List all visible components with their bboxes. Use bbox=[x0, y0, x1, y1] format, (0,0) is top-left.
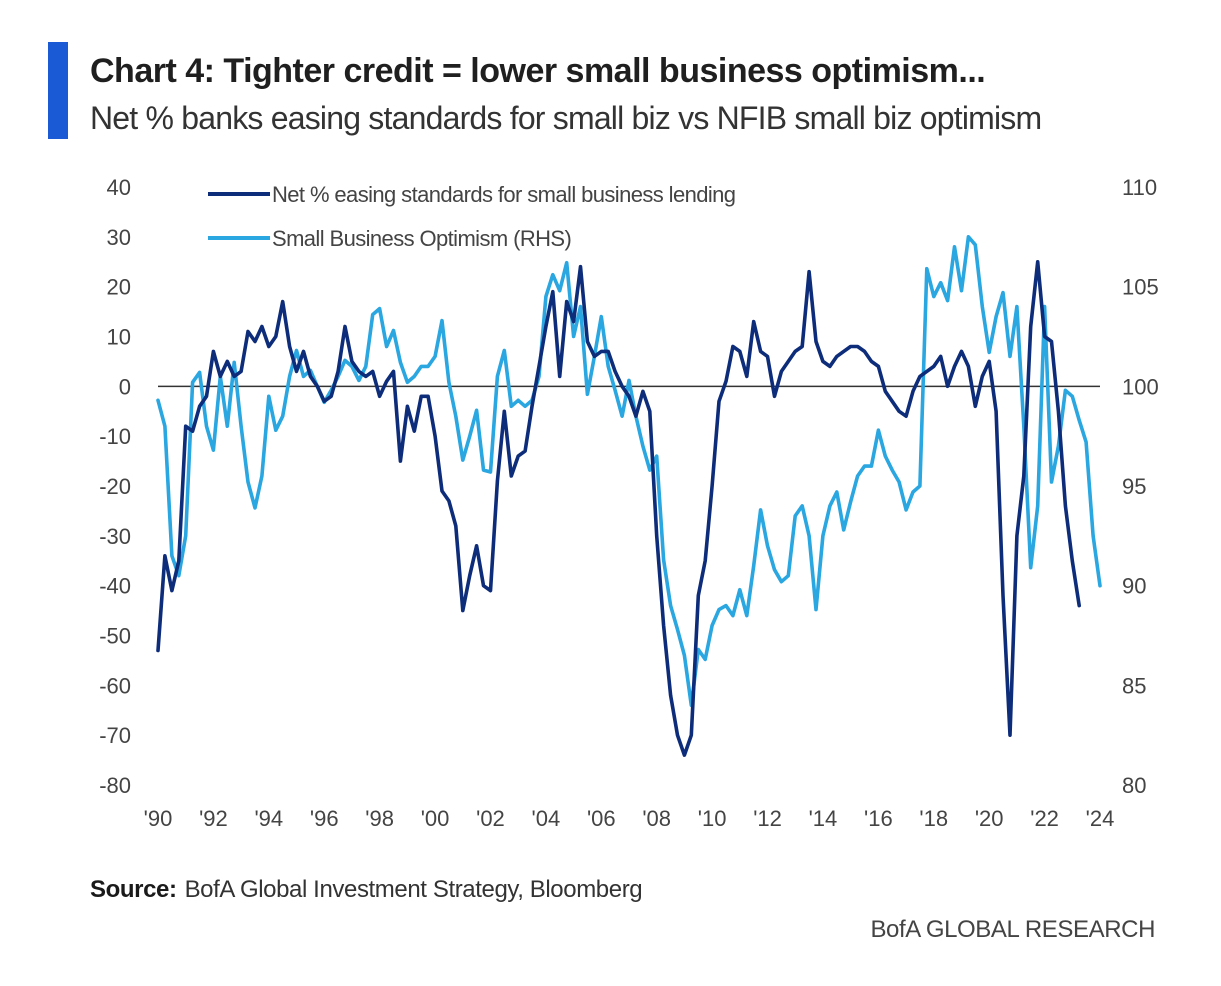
left-tick-label: -60 bbox=[99, 673, 131, 698]
x-tick-label: '10 bbox=[698, 806, 727, 831]
x-tick-label: '12 bbox=[753, 806, 782, 831]
left-tick-label: 30 bbox=[107, 225, 131, 250]
series-group bbox=[156, 235, 1102, 757]
right-axis: 110 105 100 95 90 85 80 bbox=[1122, 175, 1159, 798]
x-tick-label: '16 bbox=[864, 806, 893, 831]
right-tick-label: 80 bbox=[1122, 773, 1146, 798]
right-tick-label: 85 bbox=[1122, 673, 1146, 698]
title-accent-bar bbox=[48, 42, 68, 139]
left-tick-label: -10 bbox=[99, 424, 131, 449]
source-label: Source: bbox=[90, 876, 177, 903]
right-tick-label: 100 bbox=[1122, 374, 1159, 399]
series-line-easing-standards bbox=[156, 260, 1081, 757]
legend-label: Small Business Optimism (RHS) bbox=[272, 226, 571, 251]
x-tick-label: '24 bbox=[1086, 806, 1115, 831]
x-tick-label: '92 bbox=[199, 806, 228, 831]
legend-label: Net % easing standards for small busines… bbox=[272, 182, 735, 207]
left-tick-label: -50 bbox=[99, 624, 131, 649]
left-tick-label: -30 bbox=[99, 524, 131, 549]
x-tick-label: '98 bbox=[365, 806, 394, 831]
x-tick-label: '08 bbox=[642, 806, 671, 831]
x-tick-label: '20 bbox=[975, 806, 1004, 831]
x-tick-label: '22 bbox=[1030, 806, 1059, 831]
chart-title: Chart 4: Tighter credit = lower small bu… bbox=[90, 52, 986, 90]
source-text: BofA Global Investment Strategy, Bloombe… bbox=[184, 876, 643, 903]
chart-subtitle: Net % banks easing standards for small b… bbox=[90, 100, 1042, 136]
right-tick-label: 105 bbox=[1122, 275, 1159, 300]
x-tick-label: '02 bbox=[476, 806, 505, 831]
x-tick-label: '18 bbox=[919, 806, 948, 831]
left-tick-label: 40 bbox=[107, 175, 131, 200]
x-tick-label: '90 bbox=[144, 806, 173, 831]
x-tick-label: '94 bbox=[254, 806, 283, 831]
source-note: Source: BofA Global Investment Strategy, … bbox=[90, 876, 643, 904]
x-tick-label: '14 bbox=[809, 806, 838, 831]
left-tick-label: -70 bbox=[99, 723, 131, 748]
left-tick-label: -20 bbox=[99, 474, 131, 499]
left-tick-label: 0 bbox=[119, 374, 131, 399]
right-tick-label: 90 bbox=[1122, 574, 1146, 599]
left-tick-label: -80 bbox=[99, 773, 131, 798]
x-tick-label: '00 bbox=[421, 806, 450, 831]
legend: Net % easing standards for small busines… bbox=[208, 182, 736, 251]
x-axis: '90 '92 '94 '96 '98 '00 '02 '04 '06 '08 '10 '12 '14 '… bbox=[144, 806, 1115, 831]
left-tick-label: -40 bbox=[99, 574, 131, 599]
left-tick-label: 20 bbox=[107, 275, 131, 300]
brand-label: BofA GLOBAL RESEARCH bbox=[870, 916, 1155, 943]
x-tick-label: '04 bbox=[532, 806, 561, 831]
left-tick-label: 10 bbox=[107, 325, 131, 350]
series-line-optimism bbox=[156, 235, 1102, 708]
left-axis: 40 30 20 10 0 -10 -20 -30 -40 -50 -60 -70 -80 bbox=[99, 175, 131, 798]
x-tick-label: '06 bbox=[587, 806, 616, 831]
x-tick-label: '96 bbox=[310, 806, 339, 831]
right-tick-label: 95 bbox=[1122, 474, 1146, 499]
right-tick-label: 110 bbox=[1122, 175, 1157, 200]
